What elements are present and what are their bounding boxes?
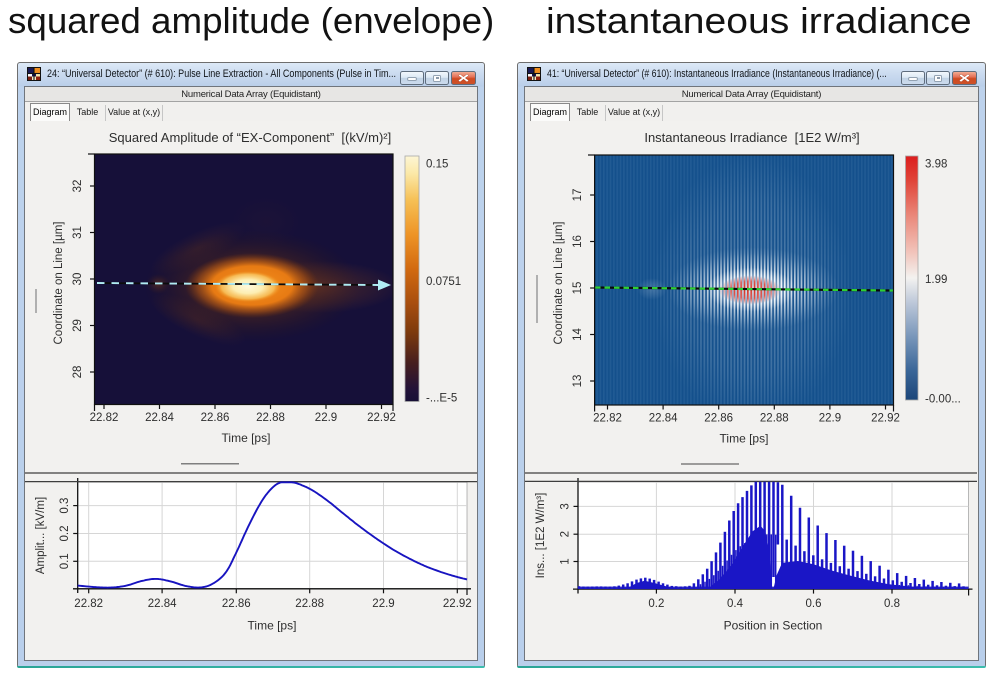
svg-text:Position in Section: Position in Section [724,619,823,633]
svg-text:22.82: 22.82 [74,598,103,610]
svg-text:-...E-5: -...E-5 [426,393,457,405]
svg-text:22.88: 22.88 [295,598,324,610]
svg-text:22.88: 22.88 [256,412,285,424]
svg-text:13: 13 [572,375,584,388]
svg-text:Squared Amplitude of “EX-Compo: Squared Amplitude of “EX-Component” [(kV… [109,130,392,145]
svg-text:Time [ps]: Time [ps] [248,619,297,633]
svg-text:Instantaneous Irradiance [1E2: Instantaneous Irradiance [1E2 W/m³] [644,130,859,145]
svg-text:0.3: 0.3 [59,498,71,514]
svg-text:31: 31 [72,226,84,239]
svg-text:1: 1 [560,558,572,564]
svg-text:15: 15 [572,282,584,295]
svg-text:0.2: 0.2 [648,598,664,610]
svg-text:2: 2 [560,531,572,537]
svg-text:22.86: 22.86 [704,413,733,425]
svg-text:0.8: 0.8 [884,598,900,610]
svg-text:22.82: 22.82 [593,413,622,425]
svg-text:0.1: 0.1 [59,553,71,569]
svg-text:22.92: 22.92 [871,413,900,425]
svg-text:Ins... [1E2 W/m³]: Ins... [1E2 W/m³] [535,493,547,579]
svg-text:28: 28 [72,366,84,379]
svg-text:29: 29 [72,319,84,332]
svg-text:22.9: 22.9 [315,412,337,424]
svg-text:22.92: 22.92 [443,598,472,610]
svg-text:22.84: 22.84 [145,412,174,424]
svg-text:16: 16 [572,235,584,248]
svg-text:-0.00...: -0.00... [925,394,961,406]
svg-text:30: 30 [72,273,84,286]
svg-text:Time [ps]: Time [ps] [222,431,271,445]
svg-text:22.84: 22.84 [649,413,678,425]
svg-text:22.9: 22.9 [819,413,841,425]
svg-text:3.98: 3.98 [925,159,947,171]
svg-text:Time [ps]: Time [ps] [720,432,769,446]
svg-text:22.84: 22.84 [148,598,177,610]
svg-text:0.0751: 0.0751 [426,276,461,288]
svg-text:14: 14 [572,328,584,341]
svg-text:0.2: 0.2 [59,526,71,542]
svg-text:22.86: 22.86 [222,598,251,610]
svg-text:22.82: 22.82 [90,412,119,424]
svg-text:22.88: 22.88 [760,413,789,425]
svg-text:Amplit... [kV/m]: Amplit... [kV/m] [35,497,47,574]
svg-text:22.92: 22.92 [367,412,396,424]
svg-text:22.86: 22.86 [201,412,230,424]
svg-text:0.4: 0.4 [727,598,744,610]
svg-text:0.6: 0.6 [806,598,822,610]
svg-text:0.15: 0.15 [426,159,448,171]
svg-text:1.99: 1.99 [925,274,947,286]
svg-text:Coordinate on Line [µm]: Coordinate on Line [µm] [553,222,565,345]
svg-text:22.9: 22.9 [372,598,394,610]
svg-text:32: 32 [72,180,84,193]
svg-text:Coordinate on Line [µm]: Coordinate on Line [µm] [53,222,65,345]
svg-text:17: 17 [572,189,584,202]
svg-text:3: 3 [560,503,572,509]
